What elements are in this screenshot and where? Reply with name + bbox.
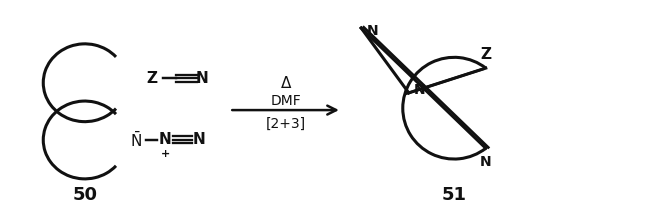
Text: [2+3]: [2+3] <box>266 117 306 131</box>
Text: N: N <box>366 24 378 38</box>
Text: N: N <box>159 133 172 147</box>
Text: N: N <box>480 155 491 169</box>
Text: 51: 51 <box>442 186 466 204</box>
Text: DMF: DMF <box>270 93 301 108</box>
Text: N: N <box>196 71 209 86</box>
Text: $\bar{\mathrm{N}}$: $\bar{\mathrm{N}}$ <box>130 130 142 150</box>
Text: Δ: Δ <box>281 76 291 91</box>
Text: +: + <box>161 149 170 159</box>
Text: N: N <box>192 133 205 147</box>
Text: Z: Z <box>147 71 158 86</box>
Text: N: N <box>414 83 426 97</box>
Text: Z: Z <box>481 47 491 62</box>
Text: 50: 50 <box>72 186 97 204</box>
